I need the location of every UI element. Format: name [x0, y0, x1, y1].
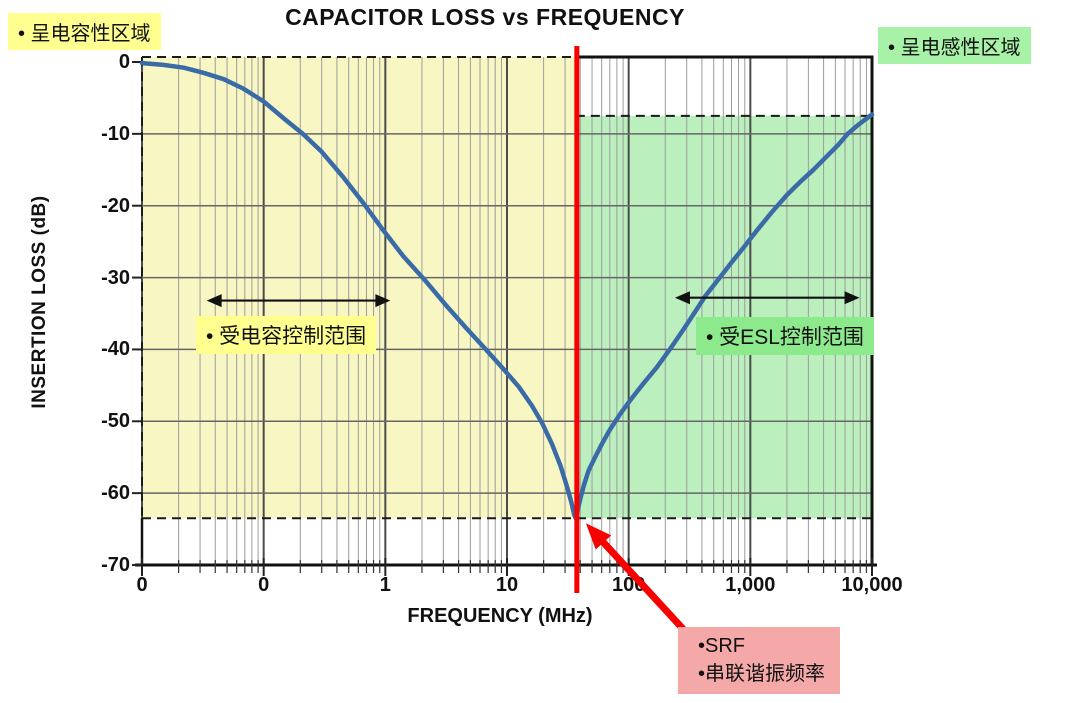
srf-arrow — [585, 523, 687, 633]
capacitive-region-fill — [142, 57, 576, 519]
x-axis-title: FREQUENCY (MHz) — [407, 605, 593, 627]
inductive-region-label: • 呈电感性区域 — [878, 27, 1031, 64]
srf-callout-line1: •SRF — [698, 635, 746, 657]
x-tick-label: 1,000 — [725, 574, 776, 596]
grid — [141, 57, 873, 565]
y-tick-label: -20 — [101, 194, 130, 217]
esl-controlled-range-label: • 受ESL控制范围 — [696, 317, 874, 355]
y-tick-label: -40 — [101, 338, 130, 361]
x-tick-label: 1 — [379, 574, 391, 596]
y-tick-label: -70 — [101, 554, 130, 576]
capacitance-controlled-range-label: • 受电容控制范围 — [196, 316, 377, 354]
y-tick-label: -30 — [101, 266, 130, 289]
x-tick-label: 0 — [258, 574, 270, 596]
srf-callout-line2: •串联谐振频率 — [698, 663, 826, 685]
y-tick-label: -50 — [101, 410, 130, 433]
y-tick-label: -60 — [101, 482, 130, 505]
x-tick-label: 0 — [136, 574, 148, 596]
y-tick-label: 0 — [118, 51, 130, 73]
x-tick-label: 10 — [495, 574, 519, 596]
y-tick-label: -10 — [101, 122, 130, 145]
axis-tick-marks — [132, 61, 873, 576]
cap-range-arrow — [206, 294, 391, 308]
srf-callout-box: •SRF •串联谐振频率 — [678, 627, 840, 694]
x-tick-label: 10,000 — [841, 574, 903, 596]
esl-range-arrow — [674, 291, 860, 305]
chart-title: CAPACITOR LOSS vs FREQUENCY — [285, 4, 685, 30]
capacitive-region-label: • 呈电容性区域 — [8, 13, 161, 50]
